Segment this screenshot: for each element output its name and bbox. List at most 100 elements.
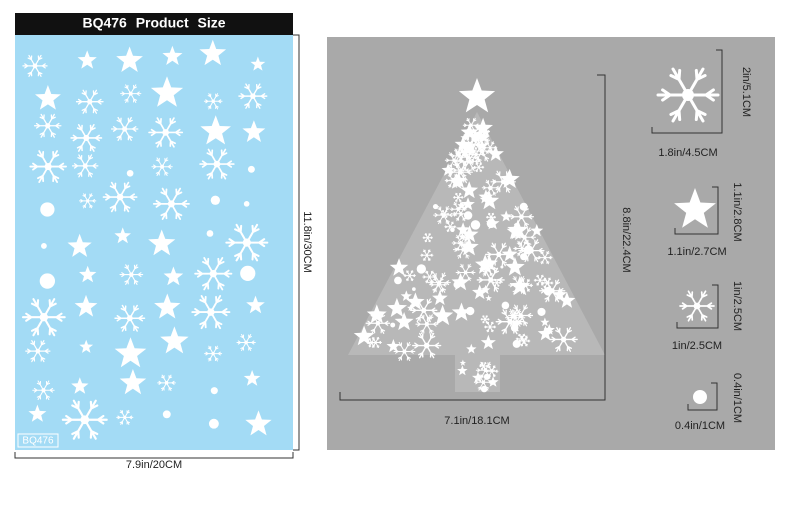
star [459, 359, 466, 366]
snowflake [466, 145, 486, 163]
dot [488, 186, 493, 191]
snowflake-center [87, 99, 93, 105]
snowflake-center [128, 91, 133, 96]
snowflake [473, 162, 485, 173]
piece-2-lines [674, 186, 719, 235]
snowflake-center [496, 251, 502, 258]
star [114, 227, 131, 244]
dot [480, 385, 488, 393]
snowflake [238, 83, 268, 109]
sheet-width-line [14, 452, 294, 459]
snowflake-center [466, 159, 472, 164]
sheet-height: 11.8in/30CM [301, 211, 313, 273]
snowflake-center [423, 342, 430, 349]
snowflake [151, 157, 173, 176]
snowflake [449, 201, 467, 217]
snowflake-center [209, 270, 217, 278]
snowflake-center [495, 281, 498, 284]
star [432, 304, 454, 326]
star [507, 219, 529, 240]
dot [39, 273, 56, 289]
star [478, 189, 494, 204]
snowflake-center [457, 154, 461, 158]
snowflake [199, 148, 235, 180]
snowflake-center [129, 272, 134, 277]
dot [206, 230, 214, 237]
dot [208, 418, 219, 429]
star [119, 369, 147, 395]
snowflake [191, 295, 231, 330]
piece-1-lines [651, 49, 723, 134]
snowflake-center [122, 126, 128, 132]
snowflake [75, 89, 104, 114]
dot [453, 281, 461, 289]
star [163, 266, 184, 286]
snowflake-center [402, 349, 407, 354]
star [455, 149, 463, 156]
tree-width: 7.1in/18.1CM [444, 415, 509, 427]
star [457, 365, 468, 376]
snowflake [157, 374, 176, 391]
snowflake [420, 249, 434, 261]
snowflake-center [472, 144, 475, 147]
dot [501, 301, 510, 310]
snowflake-center [86, 199, 90, 203]
star [454, 135, 472, 152]
sheet-width: 7.9in/20CM [126, 459, 182, 471]
snowflake [440, 209, 450, 219]
snowflake-center [520, 337, 523, 341]
snowflake [119, 264, 144, 285]
snowflake-center [490, 216, 492, 219]
snowflake [32, 380, 55, 401]
star [473, 117, 493, 137]
snowflake-center [242, 238, 251, 247]
dot [41, 243, 47, 249]
snowflake-center [457, 196, 460, 199]
snowflake-center [32, 63, 38, 69]
dot [466, 306, 475, 316]
snowflake [483, 321, 497, 333]
star [394, 312, 414, 331]
snowflake-center [44, 162, 52, 171]
star [386, 339, 401, 353]
star [79, 265, 97, 283]
dot [40, 202, 55, 217]
snowflake [518, 239, 545, 263]
star [35, 85, 61, 110]
snowflake [225, 223, 269, 262]
snowflake-center [428, 275, 431, 279]
title: BQ476 Product Size [82, 15, 225, 31]
star [432, 290, 448, 305]
snowflake [455, 263, 476, 282]
snowflake-center [543, 256, 547, 260]
snowflake-center [35, 348, 41, 354]
star [451, 272, 470, 291]
snowflake [549, 327, 578, 352]
snowflake [518, 278, 534, 292]
snowflake [102, 181, 138, 213]
snowflake [422, 233, 433, 243]
star [160, 326, 189, 354]
star [67, 233, 92, 257]
star [674, 188, 716, 228]
snowflake [480, 315, 490, 324]
dot [412, 287, 416, 291]
snowflake [29, 150, 67, 183]
star [353, 325, 375, 346]
star [406, 292, 425, 310]
star [443, 166, 453, 175]
title-bar [15, 13, 293, 35]
piece-4-width: 0.4in/1CM [675, 420, 725, 432]
snowflake-center [538, 279, 542, 282]
star [530, 224, 544, 237]
dot [693, 390, 707, 404]
snowflake [476, 267, 505, 293]
star [487, 376, 499, 387]
dot [523, 245, 534, 255]
star [460, 181, 479, 199]
star [116, 46, 143, 72]
star [480, 254, 498, 271]
snowflake-center [474, 152, 478, 157]
snowflake [429, 277, 448, 293]
snowflake [508, 304, 534, 327]
